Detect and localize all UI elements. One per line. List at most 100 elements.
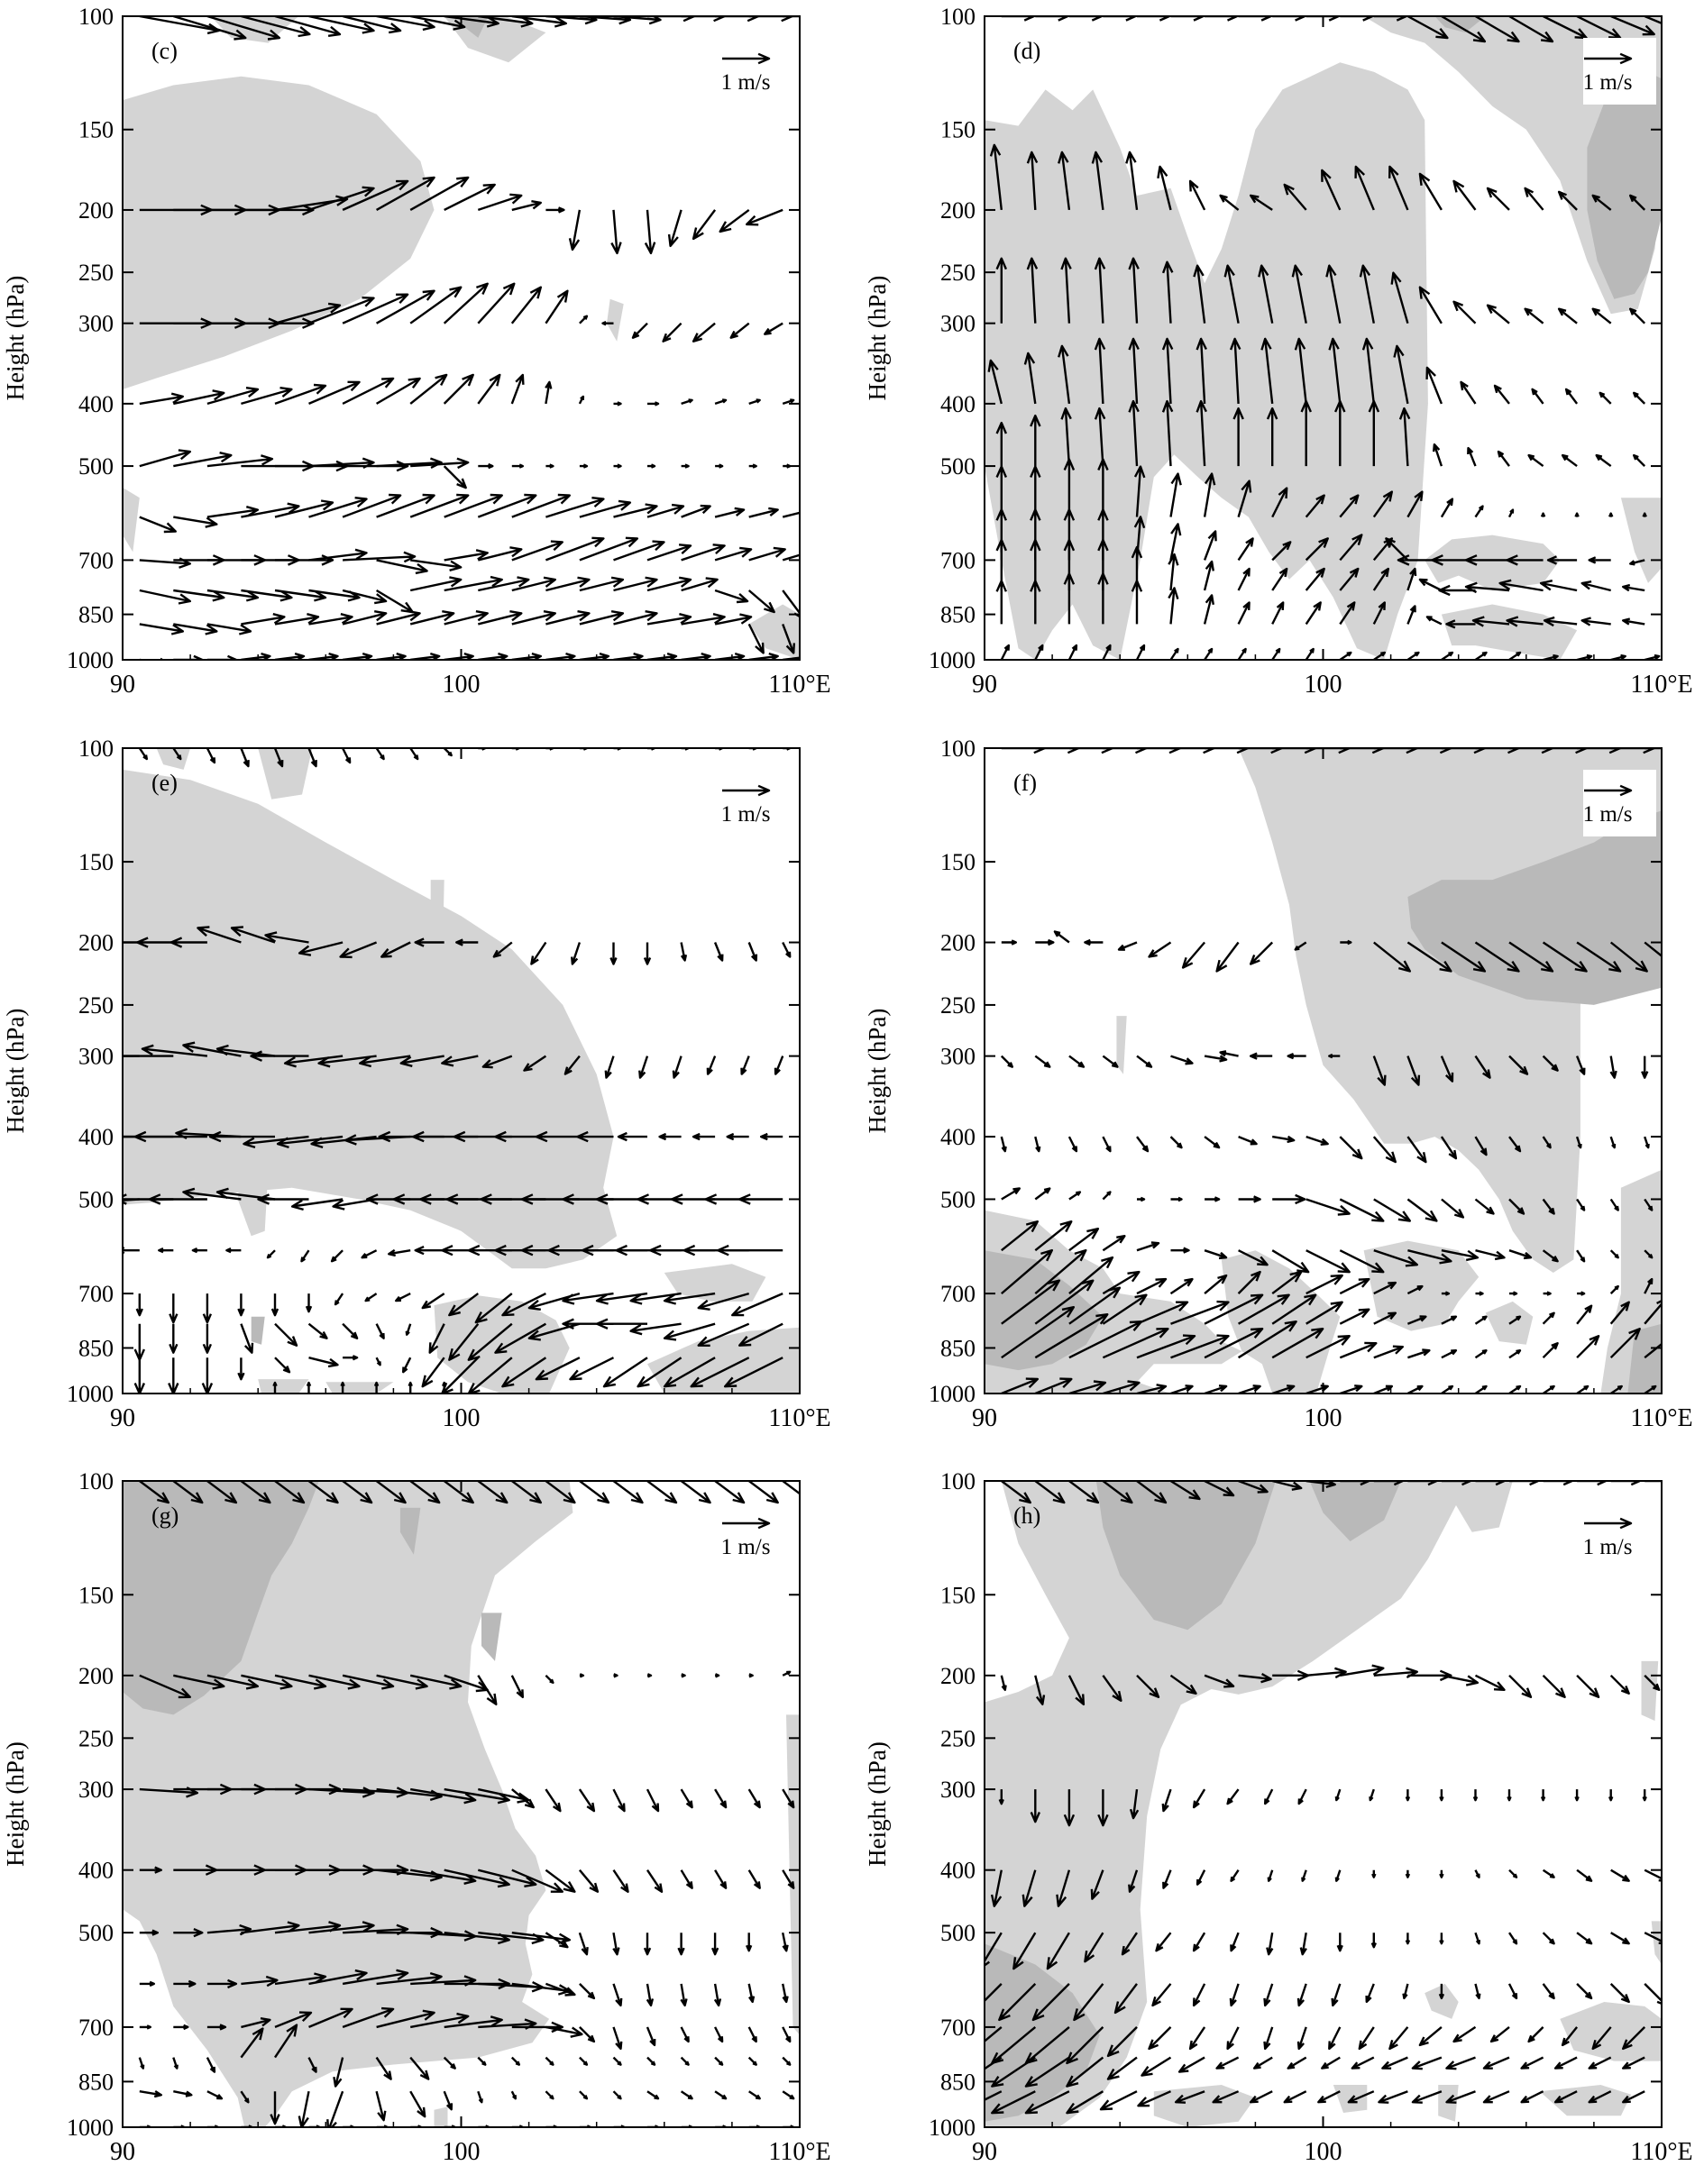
wind-vector-200hPa — [1441, 941, 1487, 973]
wind-vector-300hPa — [578, 1788, 596, 1813]
wind-vector-400hPa — [987, 359, 1003, 405]
wind-vector-880hPa — [569, 1357, 615, 1381]
wind-vector-400hPa — [1493, 384, 1510, 405]
x-tick-label: 90 — [972, 2138, 997, 2166]
wind-vector-200hPa — [1321, 169, 1342, 211]
wind-vector-300hPa — [1161, 1788, 1172, 1813]
wind-vector-300hPa — [1390, 271, 1409, 324]
wind-vector-700hPa — [1577, 1291, 1586, 1296]
wind-vector-780hPa — [138, 2057, 145, 2070]
wind-vector-600hPa — [1365, 1983, 1375, 2004]
wind-vector-880hPa — [501, 1357, 547, 1388]
wind-vector-500hPa — [1300, 399, 1312, 467]
wind-vector-300hPa — [409, 286, 463, 324]
vector-layer — [1000, 748, 1662, 1394]
wind-vector-1000hPa — [376, 2125, 389, 2127]
wind-vector-500hPa — [511, 463, 524, 469]
wind-vector-700hPa — [1066, 2026, 1104, 2065]
wind-vector-300hPa — [275, 1783, 342, 1796]
y-tick-label: 100 — [78, 1468, 114, 1494]
wind-vector-780hPa — [1287, 2056, 1307, 2070]
wind-vector-600hPa — [1642, 512, 1647, 517]
wind-vector-300hPa — [478, 1787, 530, 1804]
wind-vector-700hPa — [1441, 1291, 1451, 1296]
wind-vector-600hPa — [241, 1975, 279, 1988]
wind-vector-100hPa — [545, 1481, 576, 1504]
wind-vector-300hPa — [141, 1044, 208, 1057]
wind-vector-100hPa — [1103, 16, 1137, 22]
wind-vector-600hPa — [1540, 512, 1546, 517]
wind-vector-200hPa — [477, 193, 523, 212]
wind-vector-400hPa — [1294, 337, 1307, 405]
wind-vector-300hPa — [510, 286, 542, 324]
wind-vector-600hPa — [545, 497, 605, 518]
wind-vector-700hPa — [1001, 1248, 1053, 1295]
wind-vector-700hPa — [274, 2011, 313, 2029]
wind-vector-700hPa — [410, 559, 463, 571]
wind-vector-100hPa — [241, 16, 311, 38]
wind-vector-1000hPa — [1304, 2125, 1306, 2127]
wind-vector-300hPa — [250, 1050, 309, 1062]
wind-vector-1000hPa — [783, 2125, 795, 2127]
wind-vector-880hPa — [1372, 601, 1386, 625]
wind-vector-400hPa — [1564, 388, 1579, 405]
wind-vector-400hPa — [760, 1132, 783, 1141]
wind-vector-780hPa — [629, 1322, 682, 1336]
wind-vector-880hPa — [1102, 1328, 1169, 1359]
wind-vector-1000hPa — [1305, 647, 1315, 660]
wind-vector-780hPa — [1372, 567, 1389, 591]
wind-vector-300hPa — [680, 1788, 693, 1809]
wind-vector-880hPa — [1622, 617, 1645, 626]
wind-vector-300hPa — [481, 1055, 513, 1069]
wind-vector-400hPa — [1058, 344, 1071, 405]
wind-vector-1000hPa — [1000, 644, 1010, 660]
wind-vector-500hPa — [612, 1933, 620, 1956]
wind-vector-200hPa — [1576, 1674, 1600, 1698]
wind-vector-200hPa — [568, 209, 582, 251]
wind-vector-500hPa — [1373, 1198, 1411, 1222]
wind-vector-700hPa — [545, 536, 605, 562]
wind-vector-780hPa — [991, 2056, 1036, 2088]
wind-vector-880hPa — [724, 1357, 783, 1388]
wind-vector-600hPa — [985, 1983, 1003, 2003]
wind-vector-1000hPa — [1373, 651, 1386, 660]
wind-vector-600hPa — [1097, 458, 1109, 517]
wind-vector-500hPa — [677, 1933, 685, 1956]
wind-vector-300hPa — [1359, 264, 1375, 324]
reference-label: 1 m/s — [721, 802, 771, 827]
wind-vector-780hPa — [511, 576, 556, 592]
wind-vector-700hPa — [714, 2026, 724, 2043]
wind-vector-780hPa — [1482, 2056, 1510, 2070]
wind-vector-1000hPa — [306, 1381, 312, 1394]
wind-vector-600hPa — [266, 1249, 276, 1259]
wind-vector-400hPa — [578, 1869, 600, 1893]
wind-vector-1000hPa — [748, 2125, 761, 2127]
wind-vector-600hPa — [998, 1983, 1037, 2022]
wind-vector-700hPa — [169, 1293, 179, 1324]
wind-vector-100hPa — [1272, 748, 1317, 754]
wind-vector-100hPa — [715, 748, 724, 751]
wind-vector-100hPa — [376, 16, 435, 32]
wind-vector-780hPa — [1321, 2056, 1341, 2070]
wind-vector-500hPa — [443, 465, 467, 489]
wind-vector-780hPa — [1441, 1315, 1458, 1325]
wind-vector-300hPa — [1507, 1789, 1512, 1802]
wind-vector-1000hPa — [1204, 647, 1214, 660]
wind-vector-200hPa — [1250, 194, 1273, 211]
wind-vector-100hPa — [1577, 748, 1622, 754]
wind-vector-880hPa — [270, 2091, 280, 2125]
wind-vector-100hPa — [1204, 1481, 1235, 1497]
wind-vector-200hPa — [1406, 941, 1452, 973]
wind-vector-880hPa — [1474, 1349, 1488, 1359]
wind-vector-1000hPa — [1406, 651, 1420, 660]
y-tick-label: 1000 — [929, 647, 976, 673]
wind-vector-780hPa — [206, 2057, 216, 2073]
y-tick-label: 500 — [940, 453, 976, 480]
wind-vector-300hPa — [579, 315, 589, 324]
wind-vector-600hPa — [1507, 1983, 1518, 2000]
wind-vector-100hPa — [1340, 16, 1374, 22]
wind-vector-400hPa — [613, 401, 622, 407]
wind-vector-700hPa — [1543, 1291, 1552, 1296]
